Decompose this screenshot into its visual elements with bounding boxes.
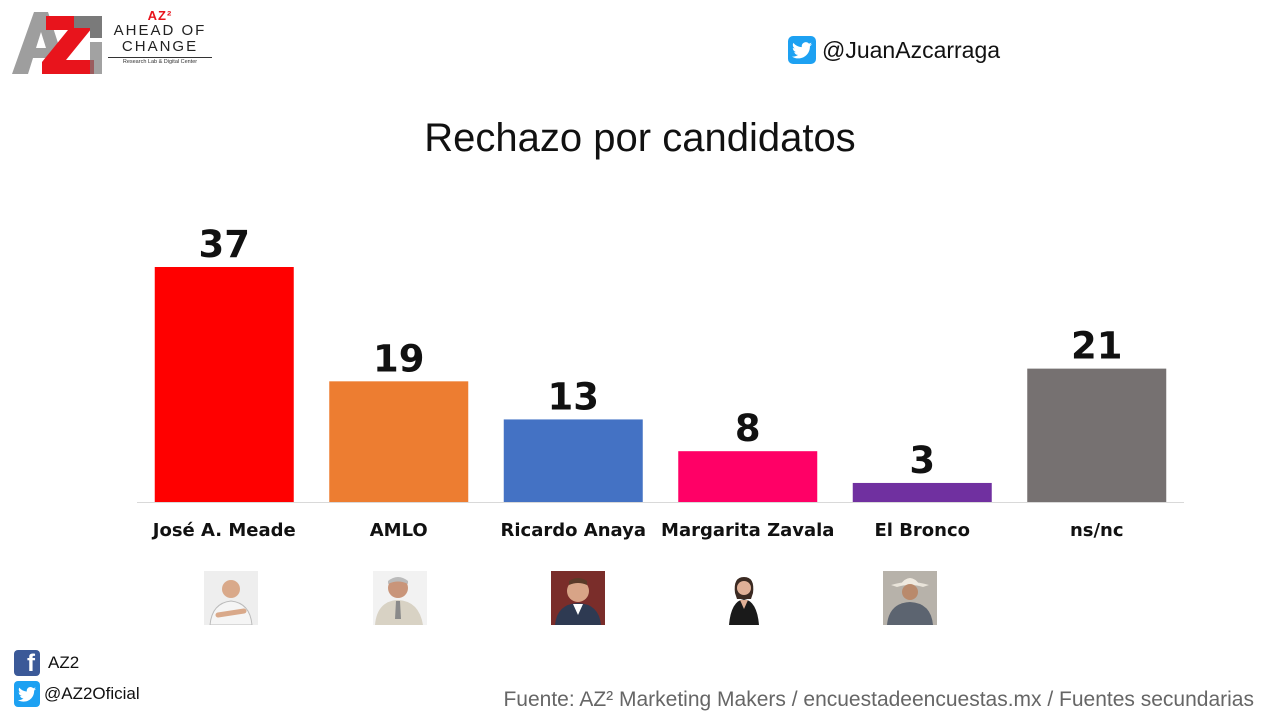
data-label-3: 8 <box>735 407 761 450</box>
twitter-handle-text: @JuanAzcarraga <box>822 36 1001 63</box>
facebook-name: AZ2 <box>48 653 80 672</box>
data-label-1: 19 <box>373 337 425 380</box>
az2-logo: AZ² AHEAD OF CHANGE Research Lab & Digit… <box>12 8 212 82</box>
bar-2 <box>503 419 643 502</box>
chart-title: Rechazo por candidatos <box>424 116 856 160</box>
category-label-4: El Bronco <box>874 520 970 541</box>
data-label-5: 21 <box>1071 325 1123 368</box>
logo-line2: CHANGE <box>121 38 199 55</box>
bar-4 <box>852 482 992 502</box>
twitter-icon-small <box>14 681 40 707</box>
amlo-photo <box>373 571 427 625</box>
bar-0 <box>154 267 294 502</box>
bronco-photo <box>883 571 937 625</box>
category-label-0: José A. Meade <box>151 520 296 541</box>
facebook-link[interactable]: f AZ2 <box>14 650 80 677</box>
category-label-2: Ricardo Anaya <box>501 520 646 541</box>
bar-5 <box>1027 368 1167 502</box>
facebook-icon: f <box>14 650 40 677</box>
zavala-photo <box>717 571 771 625</box>
twitter-account: @AZ2Oficial <box>44 684 140 703</box>
twitter-icon <box>788 36 816 64</box>
category-label-3: Margarita Zavala <box>661 520 834 541</box>
data-label-2: 13 <box>548 375 600 418</box>
meade-photo <box>204 571 258 625</box>
source-note: Fuente: AZ² Marketing Makers / encuestad… <box>503 688 1254 711</box>
twitter-handle-top[interactable]: @JuanAzcarraga <box>788 36 1000 64</box>
category-label-5: ns/nc <box>1070 520 1124 541</box>
data-label-0: 37 <box>199 223 251 266</box>
logo-az2-text: AZ² <box>147 8 173 23</box>
az2-logo-icon <box>12 12 102 74</box>
logo-subline: Research Lab & Digital Center <box>108 57 212 65</box>
logo-line1: AHEAD OF <box>113 22 207 39</box>
category-label-1: AMLO <box>370 520 428 541</box>
twitter-link[interactable]: @AZ2Oficial <box>14 681 140 707</box>
bar-3 <box>678 451 818 502</box>
anaya-photo <box>551 571 605 625</box>
bar-1 <box>329 381 469 502</box>
data-label-4: 3 <box>909 439 935 482</box>
